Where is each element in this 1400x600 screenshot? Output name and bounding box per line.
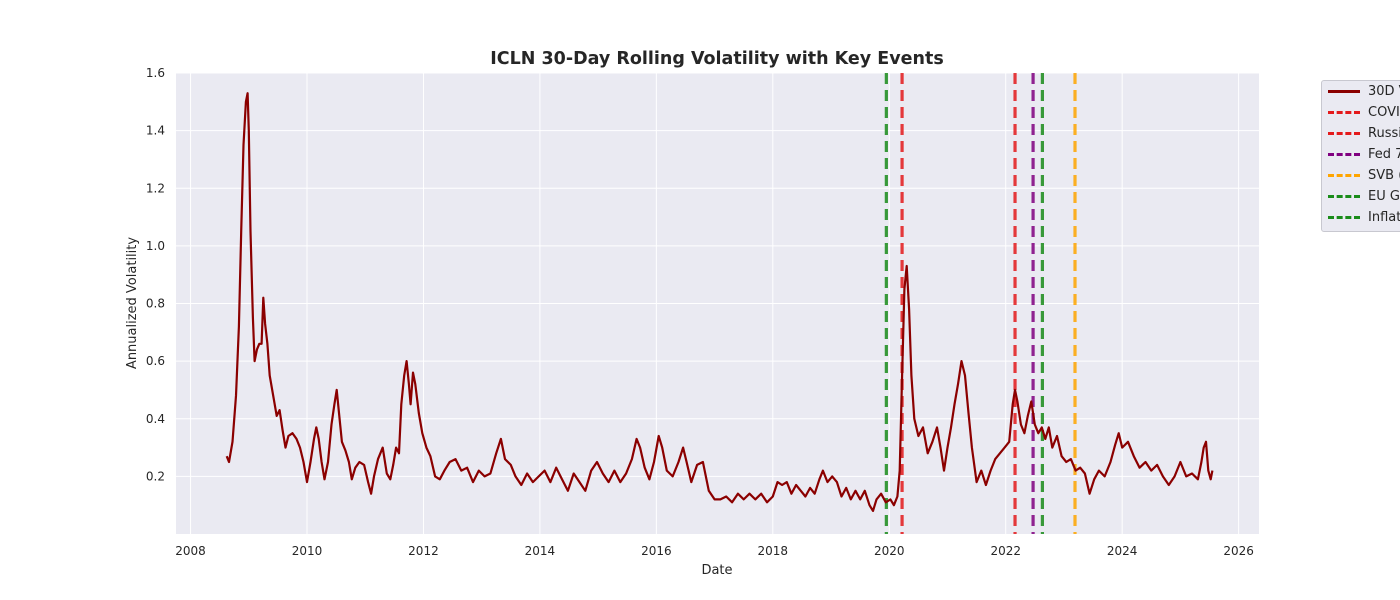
legend-label-eu: EU G <box>1368 188 1400 204</box>
y-tick-label: 1.6 <box>146 66 165 80</box>
legend-label-svb: SVB ( <box>1368 167 1400 183</box>
x-ticks: 2008 2010 2012 2014 2016 2018 2020 2022 2024 2026 <box>175 544 1254 558</box>
legend-item-russia: Russi <box>1328 123 1400 143</box>
x-tick-label: 2008 <box>175 544 206 558</box>
legend-item-inflation: Inflati <box>1328 207 1400 227</box>
legend: 30D V COVI Russi Fed 7 SVB ( EU G Inflat… <box>1321 80 1400 232</box>
legend-label-russia: Russi <box>1368 125 1400 141</box>
x-tick-label: 2024 <box>1107 544 1138 558</box>
y-tick-label: 0.6 <box>146 354 165 368</box>
legend-label-covid: COVI <box>1368 104 1400 120</box>
y-tick-label: 1.0 <box>146 239 165 253</box>
legend-swatch-inflation <box>1328 215 1360 219</box>
legend-swatch-eu <box>1328 194 1360 198</box>
x-tick-label: 2014 <box>525 544 556 558</box>
y-tick-label: 1.4 <box>146 124 165 138</box>
legend-swatch-russia <box>1328 131 1360 135</box>
legend-item-covid: COVI <box>1328 102 1400 122</box>
legend-label-fed: Fed 7 <box>1368 146 1400 162</box>
event-lines <box>884 73 1077 534</box>
x-tick-label: 2022 <box>990 544 1021 558</box>
legend-swatch-series <box>1328 89 1360 93</box>
series-line <box>225 92 1214 512</box>
x-tick-label: 2020 <box>874 544 905 558</box>
chart-title: ICLN 30-Day Rolling Volatility with Key … <box>490 49 944 69</box>
series-layer <box>225 92 1214 512</box>
legend-item-fed: Fed 7 <box>1328 144 1400 164</box>
legend-item-svb: SVB ( <box>1328 165 1400 185</box>
legend-label-inflation: Inflati <box>1368 209 1400 225</box>
x-tick-label: 2010 <box>292 544 323 558</box>
y-tick-label: 0.8 <box>146 297 165 311</box>
legend-item-eu: EU G <box>1328 186 1400 206</box>
legend-swatch-fed <box>1328 152 1360 156</box>
y-tick-label: 1.2 <box>146 181 165 195</box>
x-tick-label: 2016 <box>641 544 672 558</box>
y-tick-label: 0.4 <box>146 412 165 426</box>
x-axis-label: Date <box>701 563 732 578</box>
x-tick-label: 2018 <box>758 544 789 558</box>
y-ticks: 0.2 0.4 0.6 0.8 1.0 1.2 1.4 1.6 <box>146 66 165 483</box>
legend-swatch-svb <box>1328 173 1360 177</box>
x-tick-label: 2012 <box>408 544 439 558</box>
gridlines <box>176 72 1259 534</box>
legend-swatch-covid <box>1328 110 1360 114</box>
y-axis-label: Annualized Volatility <box>125 237 140 369</box>
legend-label-series: 30D V <box>1368 83 1400 99</box>
y-tick-label: 0.2 <box>146 469 165 483</box>
x-tick-label: 2026 <box>1223 544 1254 558</box>
legend-item-series: 30D V <box>1328 81 1400 101</box>
